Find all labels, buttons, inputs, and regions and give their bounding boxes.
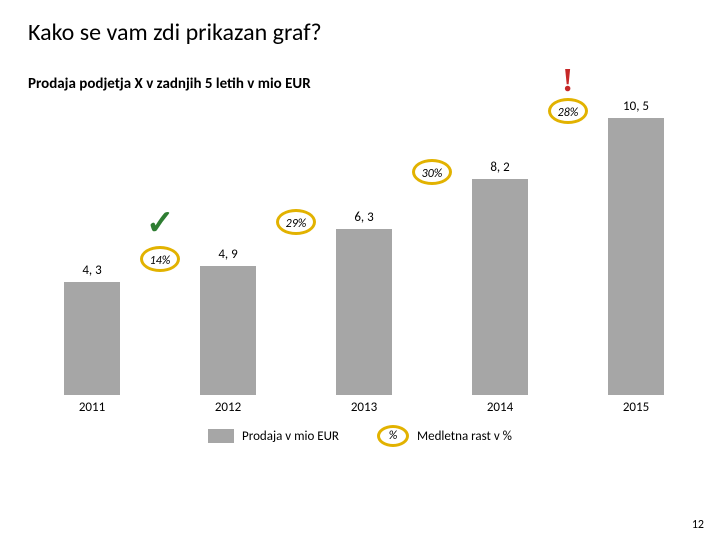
- bar-2015: 10, 5: [608, 105, 664, 395]
- bar-2014: 8, 2: [472, 105, 528, 395]
- legend: Prodaja v mio EUR % Medletna rast v %: [28, 425, 692, 447]
- x-axis-label: 2015: [608, 400, 664, 415]
- page-number: 12: [692, 518, 704, 532]
- bar-2013: 6, 3: [336, 105, 392, 395]
- bar-rect: [608, 118, 664, 395]
- growth-ring: 30%: [412, 159, 452, 185]
- bar-rect: [336, 229, 392, 395]
- bar-value-label: 6, 3: [336, 210, 392, 225]
- x-axis-label: 2012: [200, 400, 256, 415]
- growth-ring: 28%: [548, 98, 588, 124]
- bar-rect: [472, 179, 528, 395]
- legend-swatch-bar: [208, 429, 234, 443]
- bar-value-label: 8, 2: [472, 160, 528, 175]
- chart-subtitle: Prodaja podjetja X v zadnjih 5 letih v m…: [28, 75, 692, 93]
- bar-2011: 4, 3: [64, 105, 120, 395]
- legend-item-bar: Prodaja v mio EUR: [208, 429, 339, 444]
- legend-label-pct: Medletna rast v %: [417, 429, 512, 444]
- bar-value-label: 4, 9: [200, 247, 256, 262]
- bar-rect: [200, 266, 256, 395]
- exclamation-icon: !: [562, 62, 573, 100]
- check-icon: ✓: [146, 203, 175, 244]
- bar-rect: [64, 282, 120, 395]
- bar-value-label: 4, 3: [64, 263, 120, 278]
- x-axis-label: 2013: [336, 400, 392, 415]
- legend-label-bar: Prodaja v mio EUR: [242, 429, 339, 444]
- x-axis-label: 2014: [472, 400, 528, 415]
- legend-item-pct: % Medletna rast v %: [377, 425, 512, 447]
- bar-value-label: 10, 5: [608, 99, 664, 114]
- legend-swatch-pct: %: [377, 425, 409, 447]
- growth-ring: 29%: [276, 209, 316, 235]
- x-axis-label: 2011: [64, 400, 120, 415]
- bar-2012: 4, 9: [200, 105, 256, 395]
- bar-chart: ✓ ! 4, 320114, 920126, 320138, 2201410, …: [28, 105, 692, 415]
- page-title: Kako se vam zdi prikazan graf?: [28, 18, 692, 47]
- growth-ring: 14%: [140, 246, 180, 272]
